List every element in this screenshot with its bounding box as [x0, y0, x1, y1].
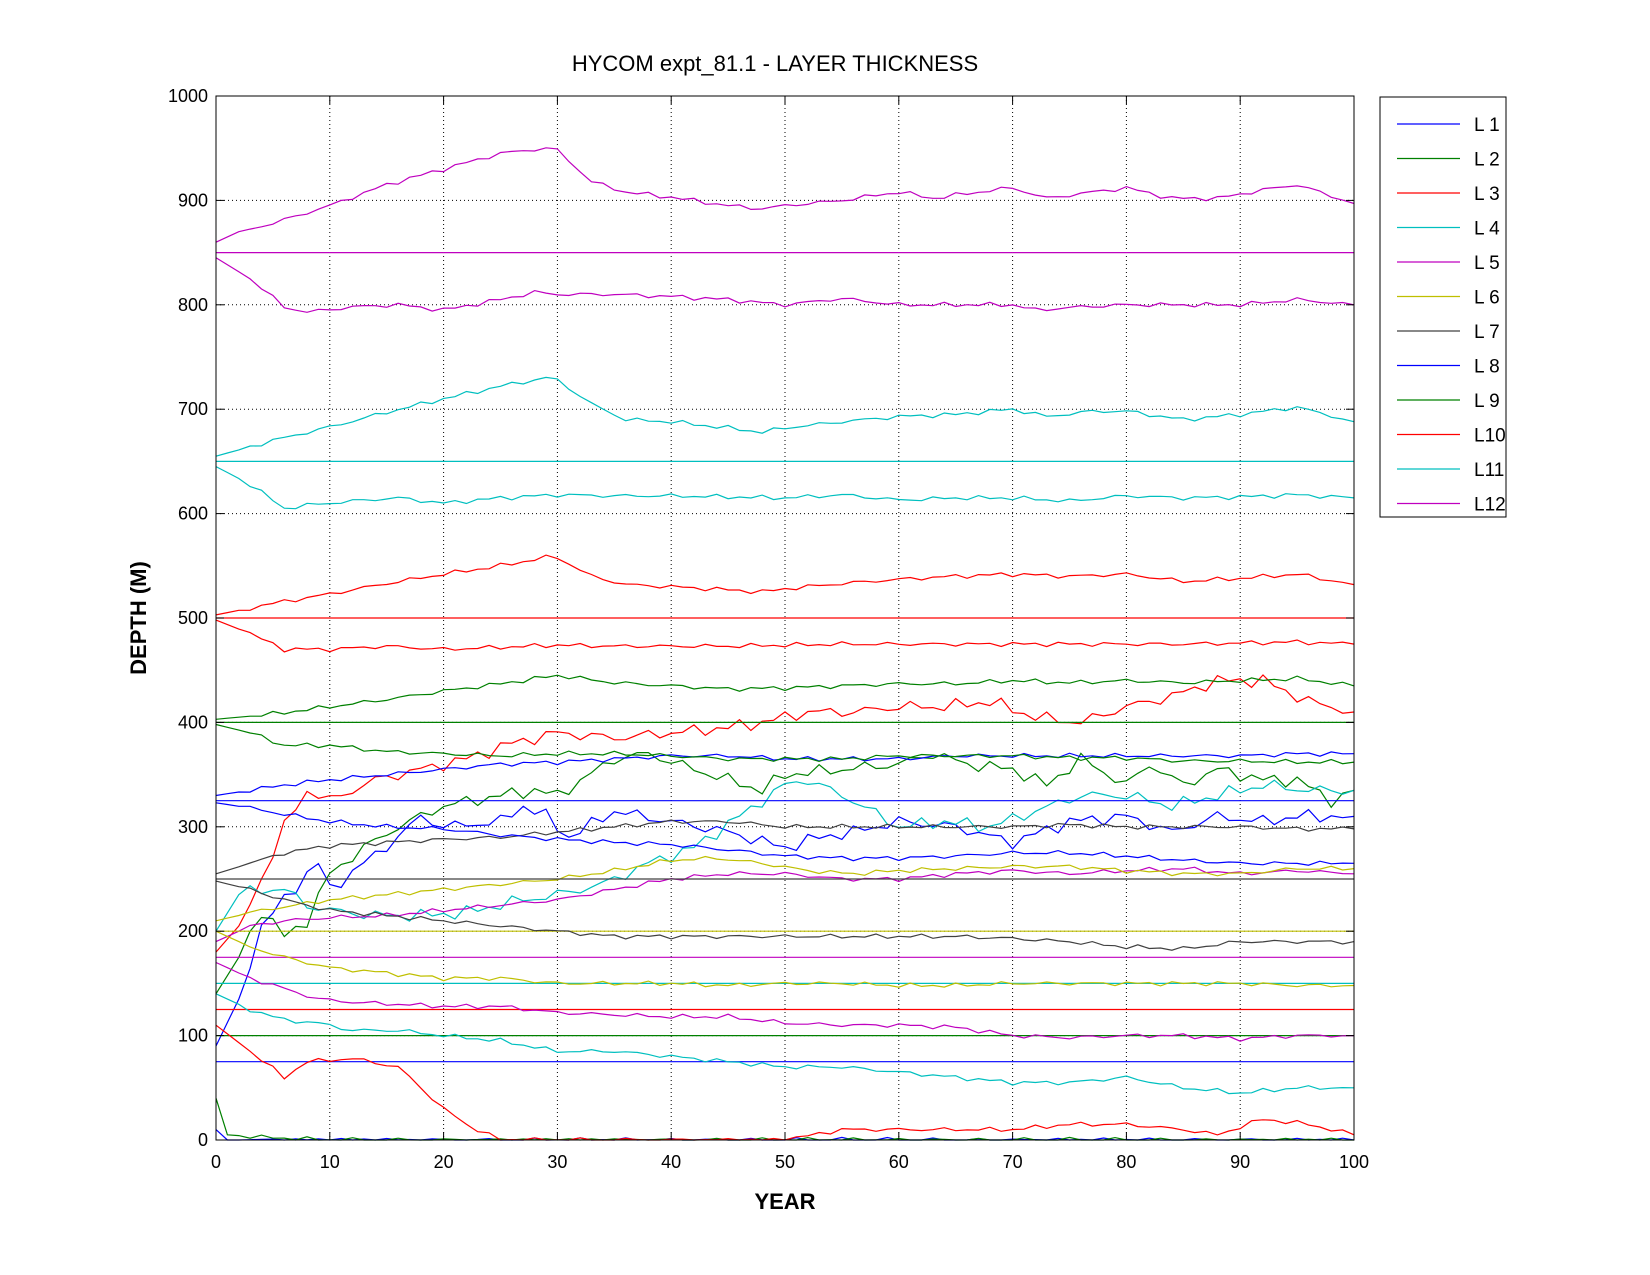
x-axis-label: YEAR	[754, 1189, 815, 1214]
legend-label: L11	[1474, 460, 1504, 481]
mean-line	[215, 376, 1355, 457]
series-l8	[215, 751, 1355, 866]
legend-label: L 2	[1474, 150, 1500, 171]
chart-title: HYCOM expt_81.1 - LAYER THICKNESS	[572, 51, 978, 76]
y-tick-label: 800	[178, 295, 208, 315]
series-l12	[215, 147, 1355, 313]
y-tick-label: 400	[178, 712, 208, 732]
legend-label: L 8	[1474, 357, 1500, 378]
x-tick-label: 40	[661, 1152, 681, 1172]
series-l6	[215, 855, 1355, 988]
interface-line	[215, 619, 1355, 653]
legend-label: L 4	[1474, 219, 1500, 240]
legend-label: L 7	[1474, 322, 1500, 343]
interface-line	[215, 257, 1355, 313]
y-tick-label: 200	[178, 921, 208, 941]
x-tick-label: 50	[775, 1152, 795, 1172]
interface-line	[215, 930, 1355, 988]
mean-line	[215, 674, 1355, 953]
series-l5	[215, 866, 1355, 1042]
x-tick-label: 30	[547, 1152, 567, 1172]
y-tick-label: 600	[178, 504, 208, 524]
x-tick-label: 60	[889, 1152, 909, 1172]
x-tick-label: 0	[211, 1152, 221, 1172]
y-tick-label: 300	[178, 817, 208, 837]
interface-line	[215, 466, 1355, 510]
legend-label: L 5	[1474, 253, 1500, 274]
mean-line	[215, 674, 1355, 720]
mean-line	[215, 752, 1355, 995]
legend-box	[1379, 96, 1507, 518]
y-tick-label: 700	[178, 399, 208, 419]
x-axis-ticks: 0 10 20 30 40 50 60 70 80 90 100	[211, 96, 1369, 1172]
legend-label: L 1	[1474, 115, 1500, 136]
interface-line	[215, 880, 1355, 951]
x-tick-label: 90	[1230, 1152, 1250, 1172]
y-axis-label: DEPTH (M)	[126, 561, 151, 675]
series-l9	[215, 674, 1355, 765]
y-tick-label: 100	[178, 1026, 208, 1046]
y-tick-label: 1000	[168, 86, 208, 106]
x-tick-label: 20	[434, 1152, 454, 1172]
interface-line	[215, 961, 1355, 1042]
mean-line	[215, 554, 1355, 616]
mean-line	[215, 751, 1355, 797]
y-axis-ticks: 0 100 200 300 400 500 600 700 800 900 1000	[168, 86, 1354, 1150]
x-tick-label: 10	[320, 1152, 340, 1172]
y-tick-label: 500	[178, 608, 208, 628]
mean-line	[215, 147, 1355, 243]
series-l10	[215, 554, 1355, 653]
series-l11	[215, 376, 1355, 510]
mean-line	[215, 819, 1355, 875]
x-tick-label: 100	[1339, 1152, 1369, 1172]
legend-label: L 3	[1474, 184, 1500, 205]
mean-line	[215, 855, 1355, 922]
x-tick-label: 80	[1116, 1152, 1136, 1172]
legend: L 1 L 2 L 3 L 4 L 5 L 6 L 7 L 8 L 9 L10 L11 L12	[1379, 96, 1507, 518]
y-tick-label: 900	[178, 190, 208, 210]
legend-label: L 9	[1474, 391, 1500, 412]
legend-label: L10	[1474, 426, 1506, 447]
y-tick-label: 0	[198, 1130, 208, 1150]
interface-line	[215, 802, 1355, 866]
interface-line	[215, 723, 1355, 765]
interface-line	[215, 993, 1355, 1095]
x-tick-label: 70	[1003, 1152, 1023, 1172]
legend-label: L 6	[1474, 288, 1500, 309]
legend-label: L12	[1474, 495, 1506, 516]
mean-line	[215, 866, 1355, 943]
series-l7	[215, 819, 1355, 951]
